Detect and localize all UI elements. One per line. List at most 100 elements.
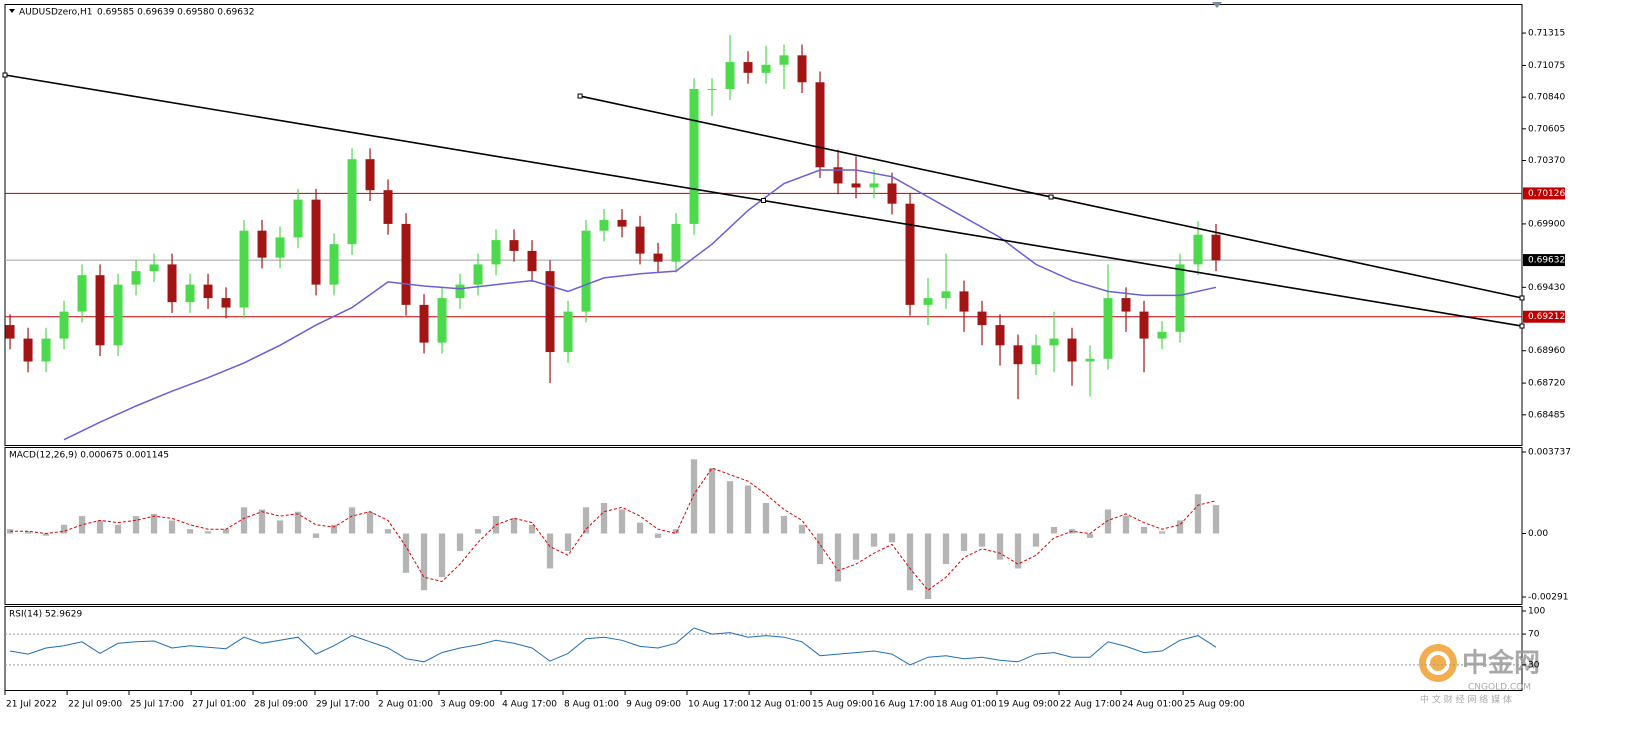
candle-body: [725, 62, 735, 90]
candle-body: [1121, 298, 1131, 312]
candle-body: [833, 167, 843, 184]
candle-body: [275, 237, 285, 258]
candle-body: [1031, 345, 1041, 365]
candle-body: [905, 203, 915, 305]
macd-histogram-bar: [402, 533, 410, 573]
x-tick-label: 24 Aug 01:00: [1122, 700, 1183, 710]
candle-body: [887, 183, 897, 204]
y-tick-label: 0.70605: [1528, 124, 1565, 134]
collapse-icon[interactable]: [9, 9, 15, 13]
y-tick-label: 100: [1528, 607, 1545, 617]
x-tick-label: 29 Jul 17:00: [316, 700, 370, 710]
watermark-logo-ring: [1426, 651, 1450, 675]
macd-histogram-bar: [690, 459, 698, 534]
macd-histogram-bar: [1086, 533, 1094, 538]
y-tick-label: 0.69430: [1528, 283, 1565, 293]
candle-body: [401, 223, 411, 305]
candle-body: [581, 230, 591, 312]
x-tick-label: 9 Aug 09:00: [626, 700, 681, 710]
candle-body: [419, 304, 429, 343]
macd-panel: [4, 447, 1523, 605]
y-tick-label: 30: [1528, 660, 1540, 670]
candle-body: [689, 89, 699, 224]
x-tick-label: 4 Aug 17:00: [502, 700, 557, 710]
y-tick-label: 0.68960: [1528, 346, 1565, 356]
y-tick-label: 0.70370: [1528, 156, 1565, 166]
candle-body: [563, 311, 573, 353]
macd-histogram-bar: [1014, 533, 1022, 569]
candle-body: [455, 284, 465, 299]
candle-body: [599, 219, 609, 231]
macd-histogram-bar: [654, 533, 662, 538]
candle-body: [1211, 234, 1221, 261]
candle-body: [707, 89, 717, 91]
macd-histogram-bar: [1104, 509, 1112, 534]
y-tick-label: 0.003737: [1528, 447, 1571, 457]
macd-histogram-bar: [276, 520, 284, 534]
macd-histogram-bar: [1050, 526, 1058, 534]
macd-histogram-bar: [924, 533, 932, 599]
candle-body: [1085, 358, 1095, 362]
price-panel: [4, 4, 1523, 446]
candle-body: [743, 62, 753, 73]
candle-body: [1013, 345, 1023, 365]
candle-body: [239, 230, 249, 308]
macd-histogram-bar: [132, 516, 140, 534]
y-tick-label: 0.68720: [1528, 379, 1565, 389]
candle-body: [473, 264, 483, 285]
candle-body: [383, 190, 393, 224]
y-tick-label: 0.70840: [1528, 93, 1565, 103]
shift-marker: [1212, 2, 1222, 8]
rsi-line: [9, 627, 1217, 666]
y-tick-label: 70: [1528, 630, 1540, 640]
macd-histogram-bar: [1176, 520, 1184, 534]
x-tick-label: 16 Aug 17:00: [874, 700, 935, 710]
candle-body: [815, 82, 825, 168]
macd-histogram-bar: [348, 507, 356, 534]
candle-body: [977, 311, 987, 326]
trendline-handle: [1519, 295, 1525, 301]
macd-histogram-bar: [510, 518, 518, 534]
macd-histogram-bar: [168, 520, 176, 534]
candle-body: [869, 183, 879, 188]
macd-histogram-bar: [330, 524, 338, 534]
candle-body: [797, 55, 807, 83]
macd-histogram-bar: [564, 533, 572, 551]
candle-body: [329, 244, 339, 285]
macd-histogram-bar: [960, 533, 968, 551]
macd-histogram-bar: [186, 529, 194, 534]
rsi-title: RSI(14) 52.9629: [9, 610, 82, 620]
macd-histogram-bar: [420, 533, 428, 591]
macd-histogram-bar: [834, 533, 842, 582]
candle-body: [23, 338, 33, 362]
candle-body: [41, 338, 51, 362]
macd-histogram-bar: [1194, 494, 1202, 534]
price-level-tag: [1523, 310, 1565, 323]
macd-histogram-bar: [672, 529, 680, 534]
macd-histogram-bar: [1212, 505, 1220, 534]
trendline-handle: [577, 93, 583, 99]
macd-histogram-bar: [312, 533, 320, 538]
y-tick-label: 0.71315: [1528, 29, 1565, 39]
price-level-label: 0.69632: [1528, 256, 1565, 266]
candle-body: [779, 55, 789, 65]
candle-body: [347, 159, 357, 245]
macd-histogram-bar: [204, 531, 212, 534]
candle-body: [293, 199, 303, 238]
x-tick-label: 25 Aug 09:00: [1184, 700, 1245, 710]
candle-body: [851, 183, 861, 188]
x-tick-label: 28 Jul 09:00: [254, 700, 308, 710]
macd-histogram-bar: [816, 533, 824, 565]
candle-body: [149, 264, 159, 272]
macd-histogram-bar: [42, 533, 50, 536]
candle-body: [527, 250, 537, 272]
watermark-site: CNGOLD.COM: [1468, 683, 1531, 693]
candle-body: [761, 64, 771, 73]
x-tick-label: 8 Aug 01:00: [564, 700, 619, 710]
watermark-brand: 中金网: [1462, 648, 1540, 679]
candle-body: [365, 159, 375, 191]
candle-body: [131, 271, 141, 285]
macd-histogram-bar: [78, 516, 86, 534]
macd-title: MACD(12,26,9) 0.000675 0.001145: [9, 451, 169, 461]
macd-histogram-bar: [888, 533, 896, 543]
